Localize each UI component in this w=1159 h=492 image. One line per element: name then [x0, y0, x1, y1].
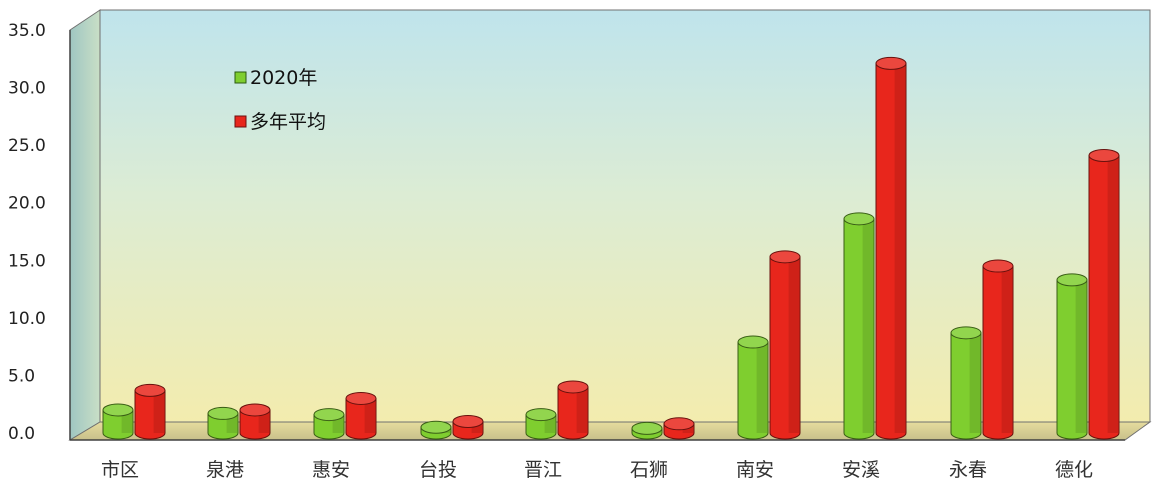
bar-cap: [875, 56, 907, 70]
bar-cap: [420, 420, 452, 434]
bar-cap: [1056, 273, 1088, 287]
y-tick-label: 20.0: [8, 194, 46, 214]
x-tick-label: 台投: [419, 459, 457, 481]
bar-shade: [576, 386, 587, 433]
bar-cap: [557, 380, 589, 394]
bar-cap: [631, 421, 663, 435]
x-axis-ticks: 市区 泉港 惠安 台投 晋江 石狮 南安 安溪 永春 德化: [101, 459, 1093, 481]
legend-swatch-average: [234, 115, 247, 128]
bar-shade: [153, 390, 164, 433]
bar: [134, 383, 166, 440]
y-tick-label: 0.0: [8, 424, 35, 444]
bar-cap: [769, 250, 801, 264]
bar: [525, 408, 557, 440]
bar-shade: [1001, 266, 1012, 433]
bar-shade: [121, 409, 132, 433]
bar-cap: [313, 408, 345, 422]
legend-label-average: 多年平均: [250, 111, 326, 133]
x-tick-label: 市区: [101, 459, 139, 481]
legend-label-2020: 2020年: [250, 67, 317, 89]
bar: [950, 326, 982, 440]
x-tick-label: 晋江: [524, 459, 562, 481]
x-tick-label: 安溪: [842, 459, 880, 481]
bar: [345, 391, 377, 440]
bar-cap: [843, 212, 875, 226]
bar: [557, 380, 589, 440]
bar-cap: [982, 259, 1014, 273]
y-tick-label: 25.0: [8, 136, 46, 156]
bar: [420, 420, 452, 440]
bar: [239, 403, 271, 440]
x-tick-label: 南安: [736, 459, 774, 481]
bar-cap: [452, 414, 484, 428]
bar-shade: [544, 414, 555, 433]
bars: [102, 56, 1120, 440]
bar-cap: [239, 403, 271, 417]
bar: [102, 403, 134, 440]
x-tick-label: 永春: [949, 459, 987, 481]
bar-shade: [1075, 279, 1086, 433]
bar: [843, 212, 875, 440]
bar-cap: [950, 326, 982, 340]
y-tick-label: 5.0: [8, 366, 35, 386]
y-tick-label: 10.0: [8, 309, 46, 329]
plot-side-wall: [69, 9, 101, 441]
bar-shade: [894, 63, 905, 434]
bar: [452, 414, 484, 440]
bar-shade: [258, 409, 269, 433]
x-tick-label: 惠安: [312, 459, 350, 481]
x-tick-label: 石狮: [630, 459, 668, 481]
bar-cap: [207, 406, 239, 420]
bar: [737, 335, 769, 440]
y-axis-ticks: 0.0 5.0 10.0 15.0 20.0 25.0 30.0 35.0: [8, 21, 46, 444]
y-tick-label: 15.0: [8, 251, 46, 271]
bar: [631, 421, 663, 440]
bar-shade: [471, 421, 482, 433]
bar-shade: [862, 218, 873, 433]
bar-cap: [737, 335, 769, 349]
legend: 2020年 多年平均: [234, 67, 326, 133]
bar-cap: [525, 408, 557, 422]
bar-cap: [345, 391, 377, 405]
bar: [875, 56, 907, 440]
bar: [313, 408, 345, 440]
bar: [982, 259, 1014, 440]
bar-shade: [226, 413, 237, 433]
bar: [663, 417, 695, 440]
bar-shade: [332, 414, 343, 433]
bar-cap: [1088, 149, 1120, 163]
bar: [1056, 273, 1088, 440]
x-tick-label: 德化: [1055, 459, 1093, 481]
bar-cap: [102, 403, 134, 417]
bar: [1088, 149, 1120, 440]
y-tick-label: 35.0: [8, 21, 46, 41]
bar-shade: [1107, 155, 1118, 433]
bar-cap: [663, 417, 695, 431]
bar: [207, 406, 239, 440]
bar-cap: [134, 383, 166, 397]
bar: [769, 250, 801, 440]
bar-shade: [364, 398, 375, 433]
bar-shade: [969, 332, 980, 433]
bar-shade: [788, 256, 799, 433]
x-tick-label: 泉港: [206, 459, 244, 481]
bar-shade: [756, 342, 767, 433]
y-tick-label: 30.0: [8, 79, 46, 99]
legend-swatch-2020: [234, 71, 247, 84]
